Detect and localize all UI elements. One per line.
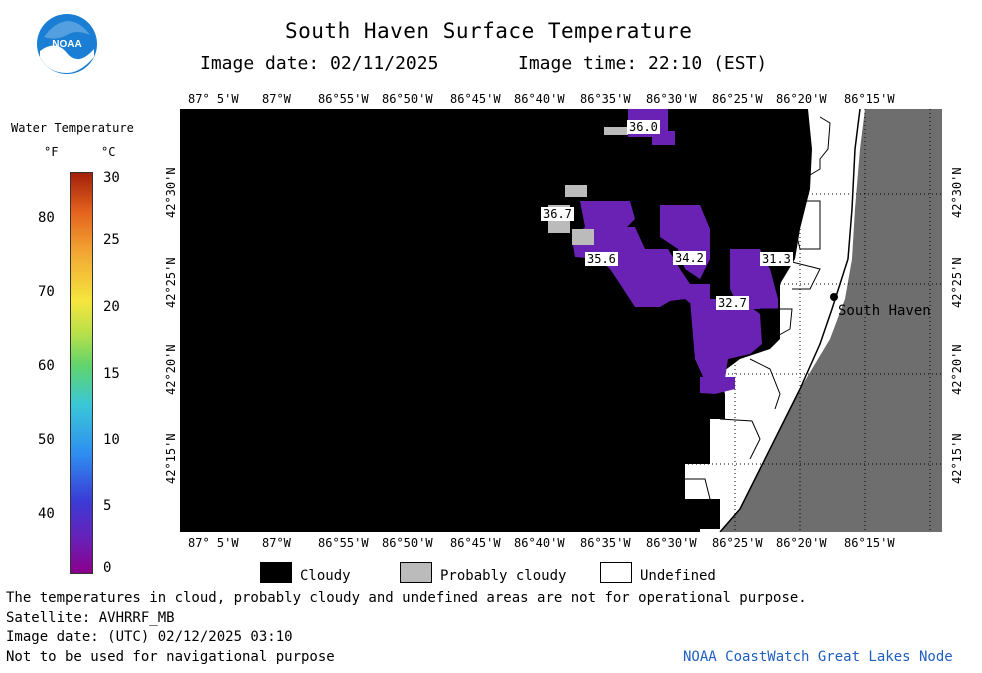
colorbar-c-tick: 30 xyxy=(103,170,120,186)
page-title: South Haven Surface Temperature xyxy=(285,19,693,43)
colorbar-c-tick: 10 xyxy=(103,432,120,448)
longitude-label: 86°30'W xyxy=(646,536,697,550)
svg-text:NOAA: NOAA xyxy=(52,39,81,50)
longitude-label: 86°30'W xyxy=(646,92,697,106)
latitude-label: 42°25'N xyxy=(950,257,964,308)
footer-nav-warning: Not to be used for navigational purpose xyxy=(6,649,335,665)
latitude-label: 42°15'N xyxy=(950,433,964,484)
colorbar-f-tick: 40 xyxy=(38,506,55,522)
temp-label: 34.2 xyxy=(673,251,706,265)
latitude-label: 42°20'N xyxy=(950,344,964,395)
image-time: Image time: 22:10 (EST) xyxy=(518,53,768,74)
land-region xyxy=(720,109,942,532)
latitude-label: 42°25'N xyxy=(164,257,178,308)
longitude-label: 86°20'W xyxy=(776,536,827,550)
water-temperature-pixels xyxy=(572,109,778,394)
legend-cloudy-label: Cloudy xyxy=(300,568,351,584)
colorbar xyxy=(70,172,93,574)
longitude-label: 87° 5'W xyxy=(188,92,239,106)
colorbar-f-tick: 70 xyxy=(38,284,55,300)
longitude-label: 86°25'W xyxy=(712,536,763,550)
city-label: South Haven xyxy=(838,303,931,319)
temp-label: 35.6 xyxy=(585,252,618,266)
longitude-label: 86°15'W xyxy=(844,92,895,106)
longitude-label: 86°45'W xyxy=(450,536,501,550)
latitude-label: 42°15'N xyxy=(164,433,178,484)
colorbar-c-tick: 15 xyxy=(103,366,120,382)
longitude-label: 86°35'W xyxy=(580,92,631,106)
footer-note: The temperatures in cloud, probably clou… xyxy=(6,590,807,606)
latitude-label: 42°30'N xyxy=(164,167,178,218)
colorbar-f-tick: 60 xyxy=(38,358,55,374)
legend-cloudy-swatch xyxy=(260,562,292,583)
colorbar-unit-c: °C xyxy=(101,145,116,159)
temp-label: 31.3 xyxy=(760,252,793,266)
colorbar-c-tick: 20 xyxy=(103,299,120,315)
temp-label: 36.7 xyxy=(541,207,574,221)
longitude-label: 87°W xyxy=(262,536,291,550)
legend-probably-cloudy-swatch xyxy=(400,562,432,583)
city-marker xyxy=(830,293,838,301)
legend-undefined-label: Undefined xyxy=(640,568,716,584)
latitude-label: 42°30'N xyxy=(950,167,964,218)
legend-probably-cloudy-label: Probably cloudy xyxy=(440,568,567,584)
colorbar-title: Water Temperature xyxy=(11,121,134,135)
noaa-logo: NOAA xyxy=(36,13,98,75)
colorbar-f-tick: 50 xyxy=(38,432,55,448)
longitude-label: 87° 5'W xyxy=(188,536,239,550)
longitude-label: 86°50'W xyxy=(382,536,433,550)
colorbar-unit-f: °F xyxy=(44,145,59,159)
longitude-label: 86°40'W xyxy=(514,92,565,106)
footer-credit: NOAA CoastWatch Great Lakes Node xyxy=(683,649,953,665)
legend-undefined-swatch xyxy=(600,562,632,583)
longitude-label: 86°15'W xyxy=(844,536,895,550)
longitude-label: 86°50'W xyxy=(382,92,433,106)
temp-label: 36.0 xyxy=(627,120,660,134)
colorbar-c-tick: 5 xyxy=(103,498,112,514)
longitude-label: 86°20'W xyxy=(776,92,827,106)
longitude-label: 86°25'W xyxy=(712,92,763,106)
image-date: Image date: 02/11/2025 xyxy=(200,53,439,74)
latitude-label: 42°20'N xyxy=(164,344,178,395)
footer-utc-date: Image date: (UTC) 02/12/2025 03:10 xyxy=(6,629,293,645)
longitude-label: 86°40'W xyxy=(514,536,565,550)
longitude-label: 87°W xyxy=(262,92,291,106)
longitude-label: 86°45'W xyxy=(450,92,501,106)
footer-satellite: Satellite: AVHRRF_MB xyxy=(6,610,175,626)
colorbar-f-tick: 80 xyxy=(38,210,55,226)
colorbar-c-tick: 25 xyxy=(103,232,120,248)
temp-label: 32.7 xyxy=(716,296,749,310)
longitude-label: 86°55'W xyxy=(318,536,369,550)
longitude-label: 86°55'W xyxy=(318,92,369,106)
longitude-label: 86°35'W xyxy=(580,536,631,550)
colorbar-c-tick: 0 xyxy=(103,560,112,576)
map-area xyxy=(180,108,942,533)
